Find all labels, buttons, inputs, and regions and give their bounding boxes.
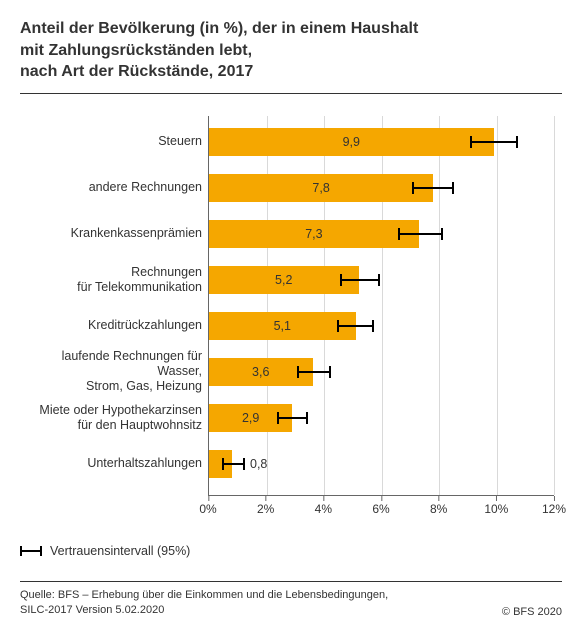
bar: [209, 128, 494, 156]
category-label: Kreditrückzahlungen: [20, 312, 202, 340]
legend: Vertrauensintervall (95%): [20, 544, 562, 558]
title-line3: nach Art der Rückstände, 2017: [20, 63, 253, 80]
bar-row: 2,9: [209, 404, 554, 432]
category-label: Unterhaltszahlungen: [20, 450, 202, 478]
category-label: Steuern: [20, 128, 202, 156]
title-line2: mit Zahlungsrückständen lebt,: [20, 42, 252, 59]
bar-row: 5,2: [209, 266, 554, 294]
bar-row: 5,1: [209, 312, 554, 340]
bar-row: 7,8: [209, 174, 554, 202]
gridline: [554, 116, 555, 495]
footer: Quelle: BFS – Erhebung über die Einkomme…: [20, 581, 562, 618]
source-text: Quelle: BFS – Erhebung über die Einkomme…: [20, 588, 388, 618]
legend-label: Vertrauensintervall (95%): [50, 544, 190, 558]
x-tick-label: 8%: [430, 502, 447, 516]
x-tick-label: 4%: [315, 502, 332, 516]
bar: [209, 220, 419, 248]
x-tick-label: 12%: [542, 502, 566, 516]
error-bar-icon: [20, 544, 42, 558]
bar: [209, 266, 359, 294]
bar-row: 7,3: [209, 220, 554, 248]
category-label: Rechnungenfür Telekommunikation: [20, 266, 202, 294]
copyright-text: © BFS 2020: [502, 606, 562, 618]
gridline: [439, 116, 440, 495]
chart-title: Anteil der Bevölkerung (in %), der in ei…: [20, 18, 562, 83]
gridline: [267, 116, 268, 495]
bar-row: 0,8: [209, 450, 554, 478]
x-tick-label: 0%: [199, 502, 216, 516]
bar: [209, 174, 433, 202]
category-label: Miete oder Hypothekarzinsenfür den Haupt…: [20, 404, 202, 432]
gridline: [497, 116, 498, 495]
bar-row: 3,6: [209, 358, 554, 386]
bar-row: 9,9: [209, 128, 554, 156]
category-label: Krankenkassenprämien: [20, 220, 202, 248]
gridline: [324, 116, 325, 495]
bar: [209, 312, 356, 340]
x-axis-ticks: 0%2%4%6%8%10%12%: [208, 502, 554, 522]
plot-region: 9,9 7,8 7,3 5,2 5,1 3,6 2,9 0,8: [208, 116, 554, 496]
divider-top: [20, 93, 562, 94]
chart-area: 9,97,87,35,25,13,62,90,8 0%2%4%6%8%10%12…: [20, 116, 562, 536]
title-line1: Anteil der Bevölkerung (in %), der in ei…: [20, 20, 418, 37]
category-label: andere Rechnungen: [20, 174, 202, 202]
x-tick-label: 2%: [257, 502, 274, 516]
gridline: [382, 116, 383, 495]
category-label: laufende Rechnungen für Wasser,Strom, Ga…: [20, 358, 202, 386]
divider-bottom: [20, 581, 562, 582]
x-tick-label: 10%: [484, 502, 508, 516]
x-tick-label: 6%: [372, 502, 389, 516]
